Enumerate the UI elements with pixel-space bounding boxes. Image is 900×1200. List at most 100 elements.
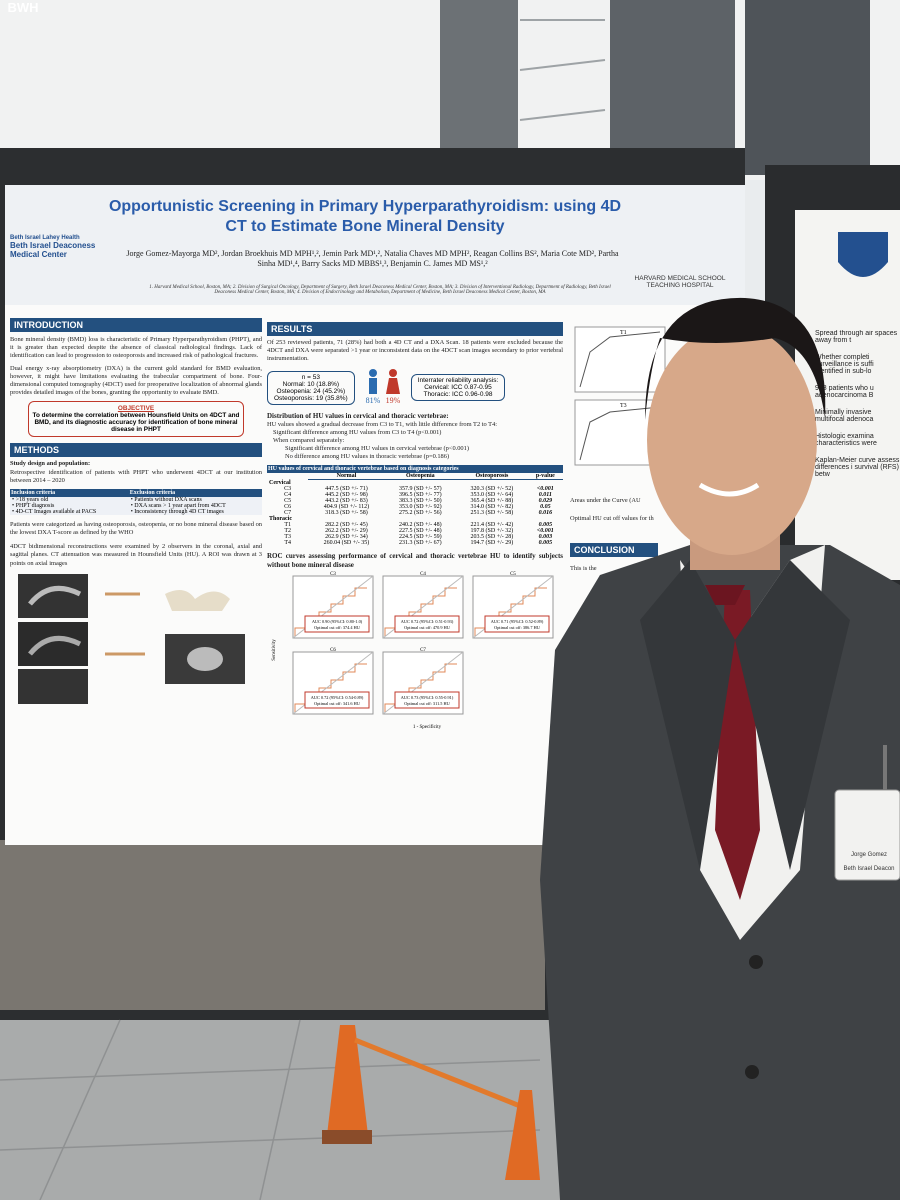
- logo-line: Beth Israel Lahey Health: [10, 235, 80, 241]
- header-cell: p-value: [527, 473, 563, 481]
- side-bullets: Spread through air spaces away from t Whe…: [815, 330, 900, 570]
- table-row: C7 318.3 (SD +/- 58) 275.2 (SD +/- 56) 251.…: [267, 510, 563, 516]
- table-cell: T4: [284, 539, 292, 546]
- header-row: Normal Osteopenia Osteoporosis p-value: [267, 473, 563, 481]
- table-row: C4 445.2 (SD +/- 98) 396.5 (SD +/- 77) 353.…: [267, 492, 563, 498]
- table-row: C6 404.9 (SD +/- 112) 353.0 (SD +/- 92) 314…: [267, 504, 563, 510]
- table-cell: 221.4 (SD +/- 42): [470, 521, 514, 528]
- panel-label: C7: [420, 648, 426, 653]
- table-cell: C5: [284, 497, 292, 504]
- objective-heading: OBJECTIVE: [117, 405, 155, 413]
- table-cell: 275.2 (SD +/- 56): [398, 509, 442, 516]
- auc-box: [484, 615, 550, 633]
- sample-line: Normal: 10 (18.8%): [282, 380, 340, 388]
- panel-label: C6: [330, 648, 336, 653]
- criteria-heading: Exclusion criteria: [128, 488, 262, 497]
- table-cell: 262.2 (SD +/- 29): [325, 527, 368, 534]
- cutoff-label: Optimal cut off: 341.6 HU: [314, 701, 361, 706]
- badge-name: Jorge Gomez: [850, 852, 887, 858]
- exclusion-list: • Patients without DXA scans • DXA scans …: [128, 496, 262, 515]
- table-cell: 0.016: [538, 509, 553, 516]
- table-cell: 197.8 (SD +/- 32): [470, 527, 514, 534]
- criteria-item: • >18 years old: [12, 496, 49, 503]
- panel-label: C3: [330, 572, 336, 577]
- table-cell: 0.011: [538, 491, 552, 498]
- table-cell: 353.0 (SD +/- 64): [470, 491, 514, 498]
- table-cell: 231.3 (SD +/- 67): [398, 539, 442, 546]
- auc-box: [304, 615, 370, 633]
- group-row: Cervical: [267, 480, 563, 486]
- auc-label: AUC 0.72 (95%CI: 0.51-0.93): [401, 619, 454, 624]
- panel-label: T1: [620, 330, 627, 336]
- subheading: Distribution of HU values in cervical an…: [267, 411, 449, 420]
- side-bullet: Minimally invasive multifocal adenoca: [815, 409, 874, 423]
- cutoff-label: Optimal cut off: 386.7 HU: [494, 625, 541, 630]
- table-cell: 251.3 (SD +/- 58): [470, 509, 514, 516]
- header-cell: Normal: [308, 473, 385, 481]
- inclusion-list: • >18 years old • PHPT diagnosis • 4D-CT I…: [10, 496, 129, 515]
- table-cell: 318.3 (SD +/- 58): [325, 509, 368, 516]
- criteria-item: • Inconsistency through 4D CT images: [130, 508, 224, 515]
- cutoff-label: Optimal cut off: 311.5 HU: [404, 701, 450, 706]
- table-cell: 260.04 (SD +/- 35): [323, 539, 370, 546]
- sex-icons: 81% 19%: [365, 368, 400, 405]
- table-cell: T2: [284, 527, 292, 534]
- paragraph: Patients were categorized as having oste…: [10, 520, 262, 537]
- table-cell: 404.9 (SD +/- 112): [323, 503, 370, 510]
- table-cell: 0.005: [538, 539, 553, 546]
- table-cell: 357.9 (SD +/- 57): [398, 485, 442, 492]
- bullet-list: Significant difference among HU values f…: [267, 429, 563, 462]
- table-cell: C7: [284, 509, 292, 516]
- section-heading: METHODS: [10, 443, 262, 458]
- sample-line: Osteopenia: 24 (45.2%): [276, 387, 346, 395]
- table-cell: 396.5 (SD +/- 77): [398, 491, 442, 498]
- table-row: C3 447.5 (SD +/- 71) 357.9 (SD +/- 57) 320.…: [267, 486, 563, 492]
- table-cell: C6: [284, 503, 292, 510]
- table-cell: 0.005: [538, 521, 553, 528]
- table-cell: 0.05: [540, 503, 551, 510]
- table-cell: 262.9 (SD +/- 34): [325, 533, 368, 540]
- criteria-item: • DXA scans > 1 year apart from 4DCT: [130, 502, 226, 509]
- table-cell: T1: [284, 521, 292, 528]
- table-row: T3 262.9 (SD +/- 34) 224.5 (SD +/- 59) 203.…: [267, 534, 563, 540]
- side-bullet: Spread through air spaces away from t: [815, 330, 898, 344]
- ct-images: [18, 573, 245, 704]
- criteria-item: • Patients without DXA scans: [130, 496, 202, 503]
- table-cell: 353.0 (SD +/- 92): [398, 503, 442, 510]
- table-cell: 445.2 (SD +/- 98): [325, 491, 368, 498]
- table-cell: 314.0 (SD +/- 82): [470, 503, 514, 510]
- table-cell: 0.003: [538, 533, 553, 540]
- percent-label: 81%: [365, 396, 380, 405]
- sample-line: Osteoporosis: 19 (35.8%): [274, 394, 348, 402]
- left-logo: Beth Israel Lahey Health Beth Israel Dea…: [10, 235, 120, 259]
- objective-box: OBJECTIVE To determine the correlation b…: [28, 401, 244, 438]
- auc-label: AUC 0.73 (95%CI: 0.55-0.91): [401, 695, 454, 700]
- auc-box: [304, 691, 370, 709]
- panel-label: T3: [620, 403, 627, 409]
- group-name: Cervical: [269, 479, 291, 486]
- side-bullet: Histologic examina characteristics were: [815, 433, 877, 447]
- header-cell: Osteopenia: [384, 473, 457, 481]
- reliability-line: Interrater reliability analysis:: [417, 377, 499, 385]
- axis-label: 1 - Specificity: [413, 725, 442, 730]
- percent-label: 19%: [385, 396, 400, 405]
- badge-institution: Beth Israel Deacon: [843, 866, 895, 872]
- poster-title: Opportunistic Screening in Primary Hyper…: [108, 198, 622, 235]
- subheading: Study design and population:: [10, 460, 91, 468]
- bullet: Significant difference among HU values i…: [285, 445, 469, 453]
- table-title-row: HU values of cervical and thoracic verte…: [267, 465, 563, 474]
- table-cell: 443.2 (SD +/- 83): [325, 497, 368, 504]
- table-cell: 365.4 (SD +/- 88): [470, 497, 514, 504]
- logo-line: HARVARD MEDICAL SCHOOL: [634, 275, 726, 282]
- paragraph: Bone mineral density (BMD) loss is chara…: [10, 336, 262, 360]
- table-row: T4 260.04 (SD +/- 35) 231.3 (SD +/- 67) 194…: [267, 540, 563, 546]
- right-logo: HARVARD MEDICAL SCHOOL TEACHING HOSPITAL: [625, 275, 735, 289]
- paragraph: Retrospective identification of patients…: [10, 468, 262, 484]
- criteria-table: Inclusion criteria Exclusion criteria • >…: [10, 488, 262, 515]
- header-cell: Osteoporosis: [456, 473, 528, 481]
- table-cell: C4: [284, 491, 292, 498]
- bullet: No difference among HU values in thoraci…: [285, 453, 450, 461]
- section-heading: CONCLUSION: [570, 543, 658, 558]
- table-row: T2 262.2 (SD +/- 29) 227.5 (SD +/- 48) 197.…: [267, 528, 563, 534]
